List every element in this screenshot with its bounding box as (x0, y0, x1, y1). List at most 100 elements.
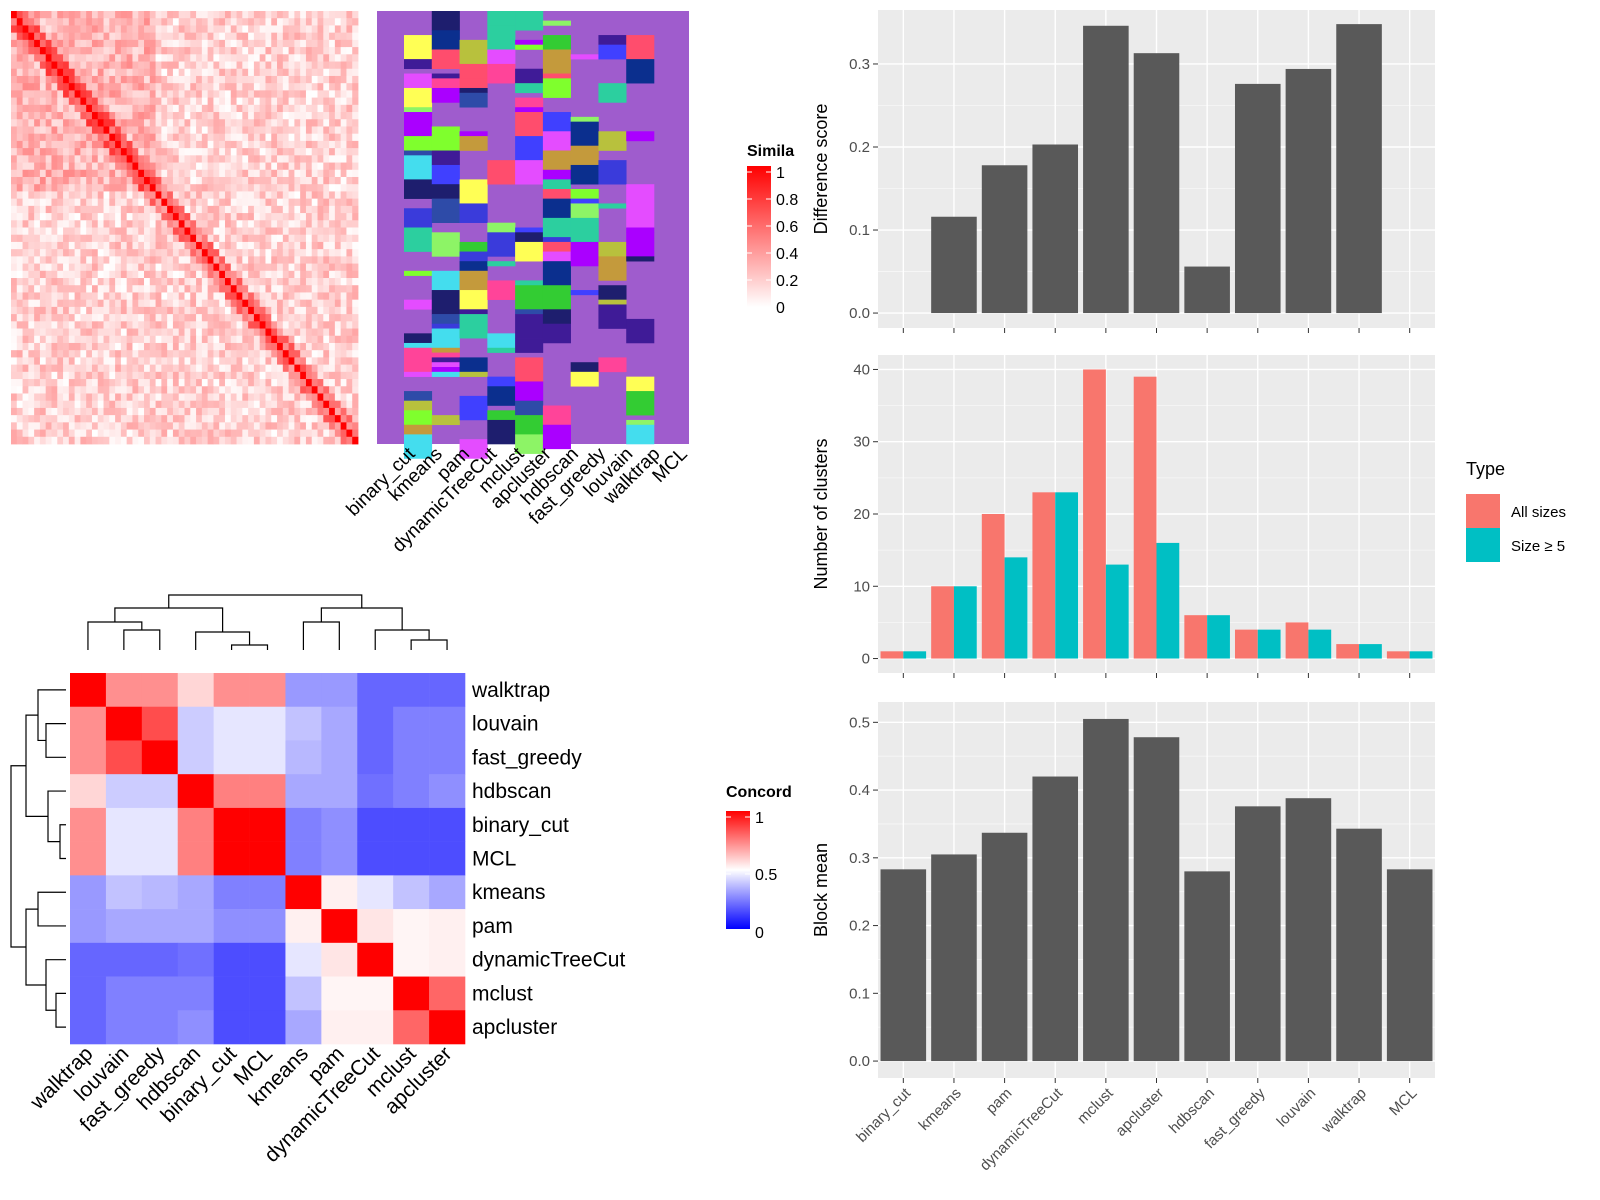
similarity-cell (74, 407, 81, 416)
similarity-cell (346, 357, 353, 366)
similarity-cell (277, 314, 284, 322)
similarity-cell (282, 75, 289, 84)
similarity-cell (126, 321, 133, 329)
concordance-cell (105, 774, 143, 809)
similarity-cell (39, 39, 47, 48)
similarity-cell (271, 263, 278, 272)
similarity-cell (91, 364, 99, 373)
membership-cell (459, 357, 488, 373)
similarity-cell (248, 112, 255, 120)
similarity-cell (184, 32, 191, 41)
membership-cell (431, 314, 460, 325)
similarity-cell (184, 256, 191, 264)
similarity-cell (248, 155, 255, 163)
similarity-cell (224, 213, 232, 221)
similarity-cell (340, 371, 347, 380)
similarity-cell (34, 241, 41, 250)
similarity-cell (201, 140, 209, 149)
similarity-cell (201, 314, 209, 322)
similarity-cell (265, 285, 272, 293)
similarity-cell (34, 176, 41, 185)
similarity-cell (172, 422, 180, 430)
similarity-cell (51, 90, 58, 98)
similarity-cell (80, 436, 87, 445)
similarity-cell (115, 61, 122, 70)
similarity-cell (39, 342, 47, 351)
membership-cell (515, 338, 544, 353)
similarity-cell (51, 415, 58, 423)
similarity-cell (126, 407, 133, 416)
similarity-cell (224, 191, 232, 200)
similarity-cell (86, 321, 93, 329)
similarity-cell (74, 155, 81, 163)
similarity-cell (11, 112, 18, 120)
similarity-cell (144, 328, 151, 337)
similarity-cell (196, 191, 203, 200)
similarity-cell (329, 213, 336, 221)
similarity-cell (80, 119, 87, 127)
membership-cell (570, 164, 599, 185)
similarity-cell (323, 220, 330, 228)
similarity-cell (28, 155, 35, 163)
similarity-cell (294, 386, 301, 394)
similarity-cell (236, 436, 243, 445)
similarity-cell (172, 415, 180, 423)
similarity-cell (196, 140, 203, 149)
concordance-cell (429, 807, 466, 842)
similarity-cell (190, 191, 197, 200)
similarity-cell (144, 422, 151, 430)
membership-cell (542, 241, 571, 252)
similarity-cell (323, 112, 330, 120)
similarity-cell (294, 39, 301, 48)
similarity-cell (22, 393, 29, 402)
similarity-cell (51, 436, 58, 445)
similarity-cell (172, 357, 180, 366)
concordance-cell (429, 875, 466, 910)
similarity-cell (317, 32, 324, 41)
similarity-cell (126, 61, 133, 70)
similarity-cell (115, 415, 122, 423)
similarity-cell (86, 148, 93, 156)
similarity-cell (300, 292, 307, 301)
similarity-cell (300, 133, 307, 142)
similarity-cell (248, 249, 255, 257)
similarity-cell (265, 278, 272, 286)
similarity-cell (334, 263, 342, 272)
similarity-cell (144, 314, 151, 322)
similarity-cell (334, 155, 342, 163)
similarity-cell (346, 328, 353, 337)
similarity-cell (51, 429, 58, 438)
membership-cell (404, 371, 433, 377)
similarity-cell (201, 61, 209, 70)
similarity-cell (184, 25, 191, 34)
similarity-cell (63, 47, 70, 55)
similarity-cell (196, 162, 203, 171)
similarity-cell (22, 126, 29, 135)
similarity-legend-tick-label: 0 (776, 300, 785, 317)
similarity-cell (97, 407, 104, 416)
similarity-cell (80, 39, 87, 48)
similarity-cell (138, 162, 145, 171)
similarity-cell (340, 234, 347, 243)
similarity-cell (51, 119, 58, 127)
similarity-cell (305, 393, 313, 402)
similarity-cell (178, 155, 185, 163)
similarity-cell (311, 140, 318, 149)
similarity-cell (74, 32, 81, 41)
similarity-cell (201, 400, 209, 409)
similarity-cell (91, 90, 99, 98)
similarity-cell (196, 321, 203, 329)
similarity-cell (11, 90, 18, 98)
membership-cell (431, 198, 460, 223)
similarity-cell (115, 54, 122, 62)
concordance-cell (141, 673, 179, 708)
similarity-cell (103, 364, 110, 373)
similarity-cell (282, 364, 289, 373)
similarity-cell (352, 220, 359, 228)
similarity-cell (230, 429, 237, 438)
similarity-cell (144, 335, 151, 344)
similarity-cell (109, 198, 116, 207)
row-dendrogram-root (10, 765, 26, 948)
similarity-cell (28, 364, 35, 373)
similarity-cell (57, 68, 64, 77)
